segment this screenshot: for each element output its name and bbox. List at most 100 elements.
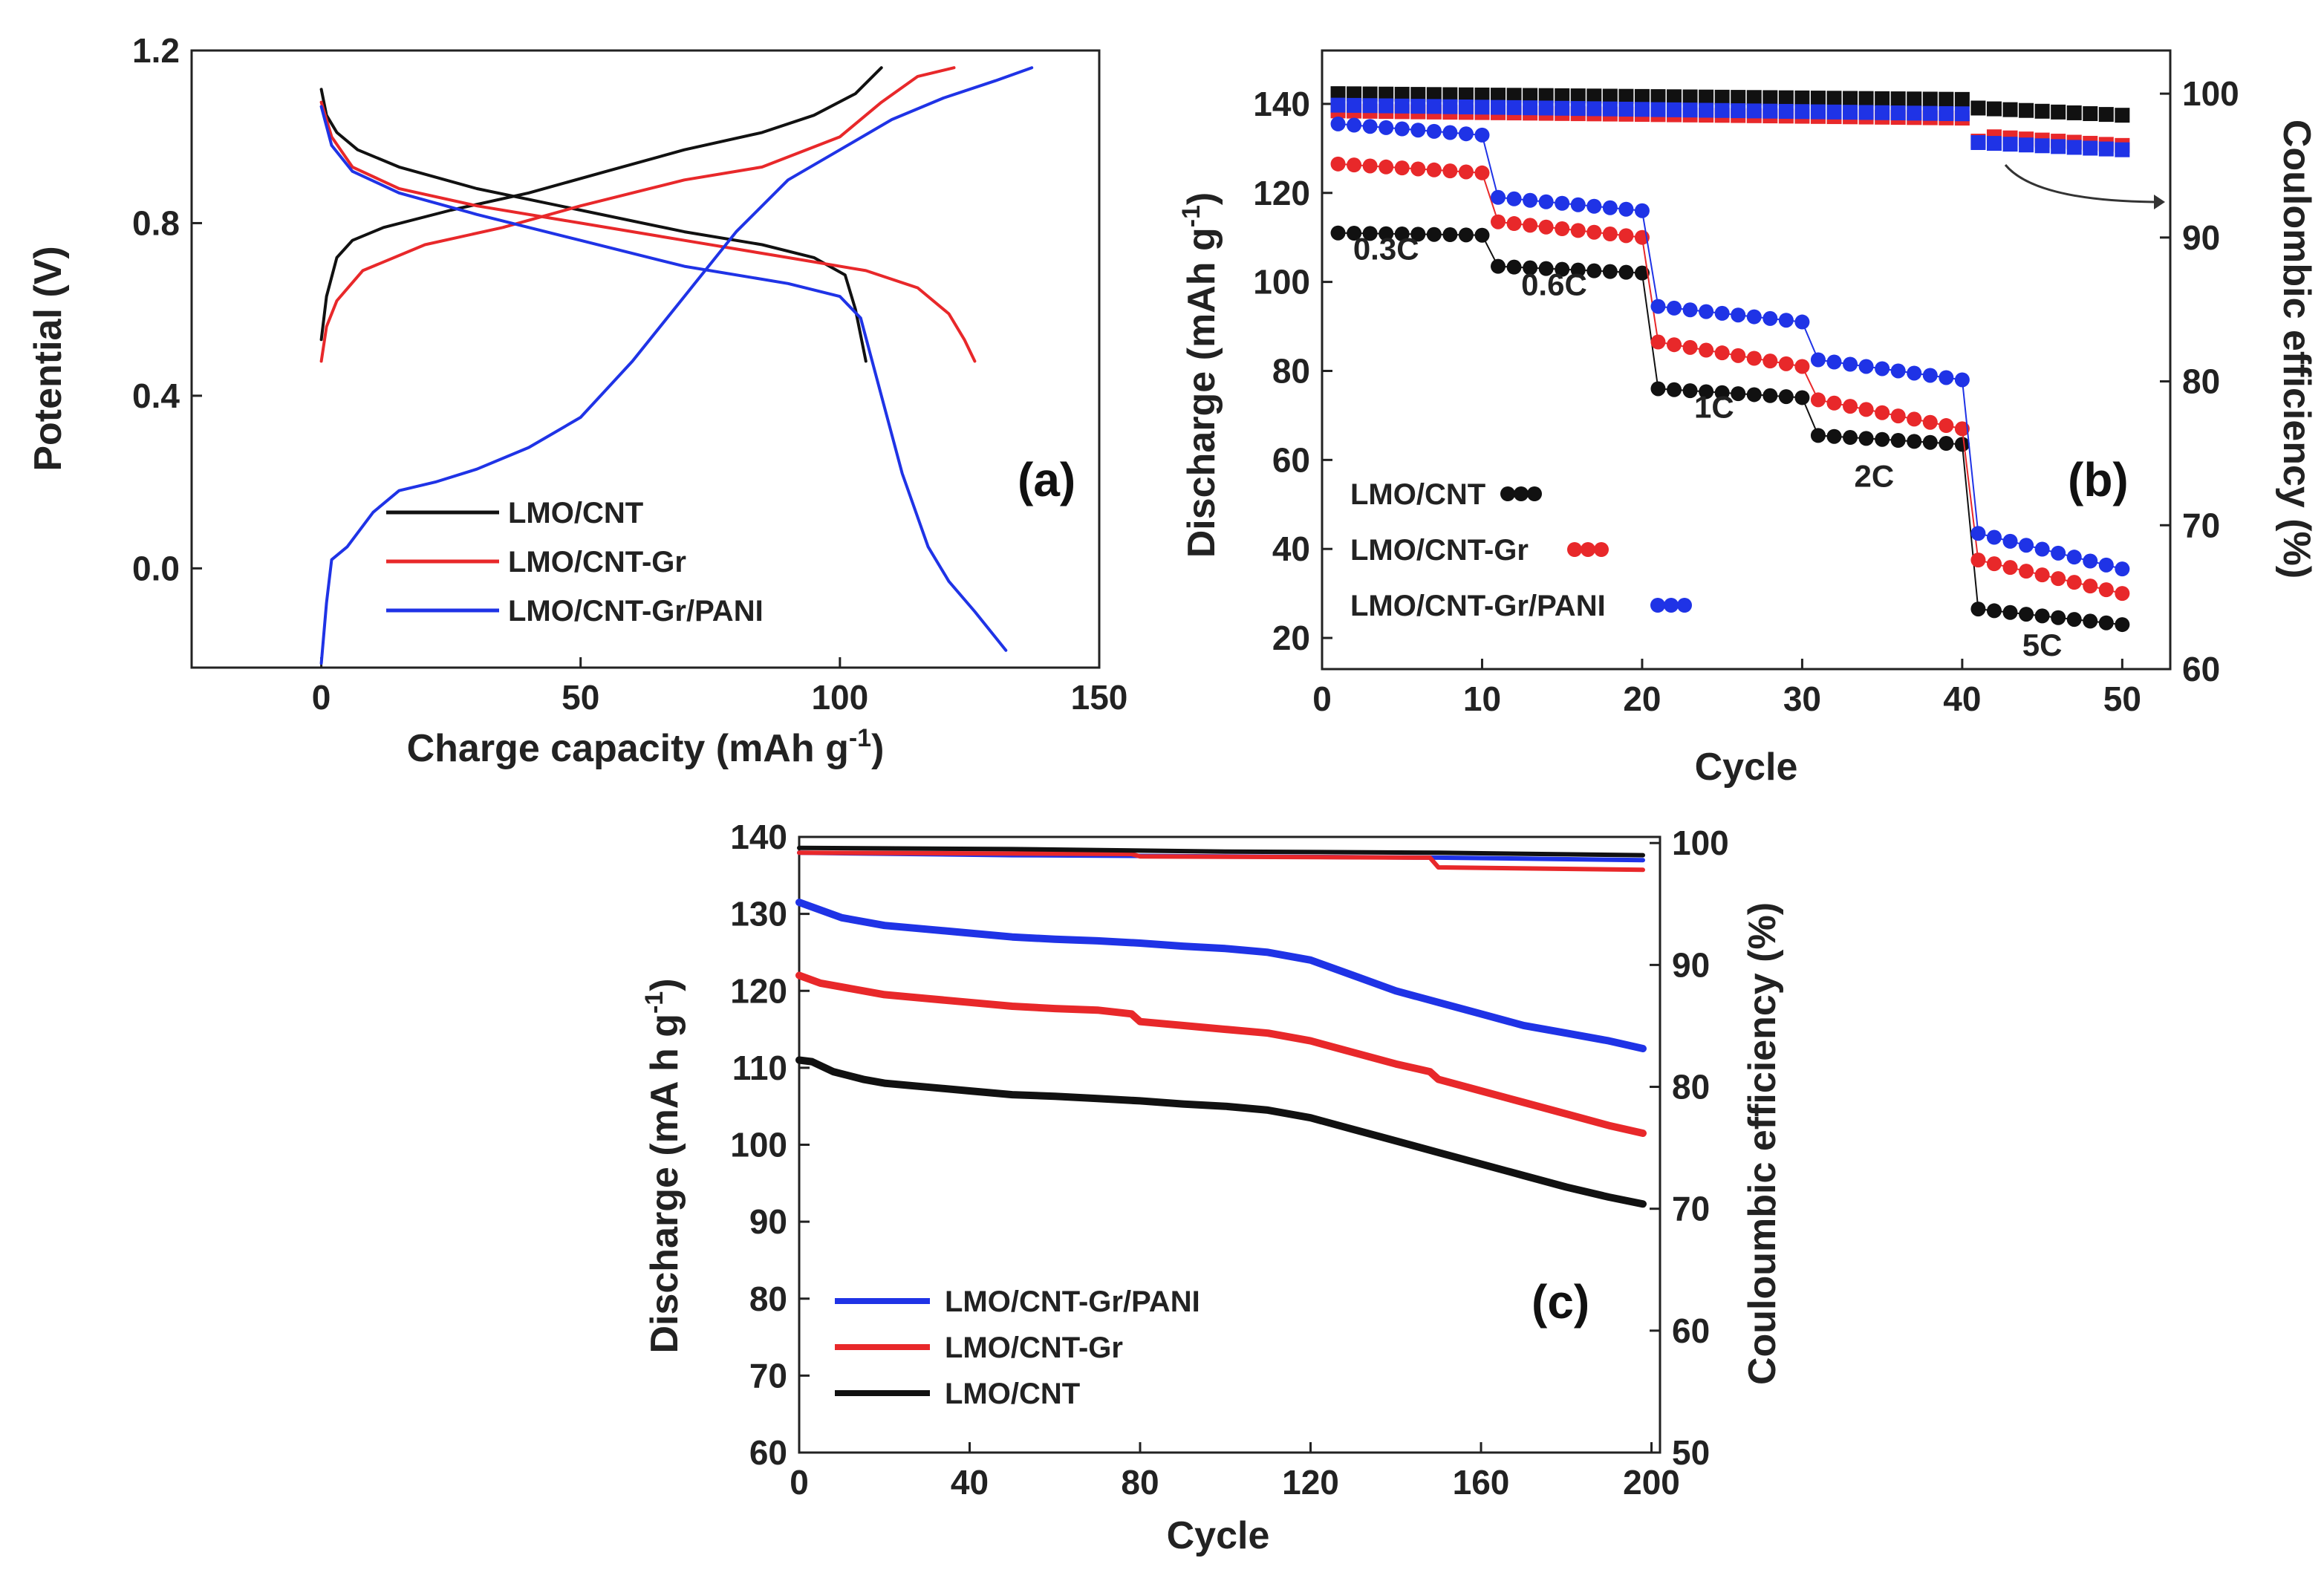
discharge-point (1618, 201, 1634, 217)
legend-label: LMO/CNT (508, 497, 643, 529)
discharge-point (1394, 226, 1410, 242)
efficiency-point (1538, 100, 1554, 116)
discharge-point (1426, 162, 1442, 177)
efficiency-point (2019, 102, 2034, 118)
discharge-point (1538, 219, 1554, 235)
efficiency-point (1330, 86, 1346, 102)
efficiency-point (2066, 105, 2082, 120)
y-tick-label: 0.4 (132, 377, 180, 415)
efficiency-point (1731, 90, 1746, 105)
discharge-point (1602, 200, 1618, 215)
discharge-point (1538, 194, 1554, 209)
panel-b-y-axis-label: Discharge (mAh g-1) (1177, 192, 1223, 558)
x-tick-label: 40 (951, 1463, 989, 1502)
discharge-point (1362, 226, 1378, 241)
discharge-point (1491, 258, 1506, 274)
rate-label: 0.6C (1521, 267, 1587, 302)
x-tick-label: 0 (1312, 679, 1332, 718)
efficiency-point (1347, 97, 1362, 113)
discharge-point (2066, 550, 2082, 565)
discharge-point (2066, 575, 2082, 590)
discharge-line (795, 899, 1647, 1052)
legend-label: LMO/CNT (1350, 478, 1485, 511)
efficiency-point (2115, 142, 2130, 157)
efficiency-point (1523, 88, 1538, 103)
discharge-point (1810, 352, 1826, 368)
discharge-point (1650, 381, 1666, 397)
discharge-point (1699, 384, 1714, 400)
y-tick-label: 100 (1253, 263, 1310, 302)
efficiency-point (2034, 138, 2050, 154)
discharge-point (1826, 395, 1842, 411)
discharge-point (1570, 197, 1586, 212)
efficiency-point (2098, 107, 2114, 123)
discharge-point (1410, 226, 1426, 242)
legend-marker (1677, 598, 1692, 613)
discharge-point (1394, 121, 1410, 137)
discharge-line (795, 1056, 1647, 1208)
efficiency-point (1538, 88, 1554, 103)
discharge-point (1410, 123, 1426, 138)
efficiency-point (1939, 91, 1954, 107)
discharge-point (2002, 533, 2018, 549)
efficiency-point (1570, 88, 1586, 104)
efficiency-point (2066, 140, 2082, 155)
x-tick-label: 80 (1121, 1463, 1159, 1502)
discharge-point (1826, 354, 1842, 370)
discharge-point (1634, 265, 1650, 281)
x-tick-label: 40 (1943, 679, 1981, 718)
legend-label: LMO/CNT-Gr (508, 546, 686, 578)
efficiency-point (1426, 87, 1442, 102)
discharge-point (1506, 259, 1522, 275)
discharge-point (1954, 421, 1970, 437)
discharge-point (1746, 351, 1762, 366)
discharge-point (1491, 214, 1506, 229)
discharge-point (1858, 359, 1874, 374)
discharge-point (1875, 361, 1890, 377)
x-tick-label: 120 (1282, 1463, 1339, 1502)
legend-marker (1650, 598, 1665, 613)
discharge-point (1907, 411, 1922, 427)
efficiency-point (1907, 105, 1922, 121)
efficiency-point (2115, 108, 2130, 123)
discharge-point (1458, 227, 1474, 243)
discharge-point (1523, 218, 1538, 233)
legend-marker (1664, 598, 1679, 613)
efficiency-point (1875, 91, 1890, 106)
efficiency-point (1890, 105, 1906, 121)
discharge-point (1682, 339, 1698, 355)
discharge-point (1362, 119, 1378, 134)
y2-tick-label: 60 (1672, 1311, 1710, 1350)
efficiency-line (797, 845, 1645, 858)
discharge-point (1538, 261, 1554, 276)
discharge-point (2034, 608, 2050, 624)
discharge-point (2066, 612, 2082, 628)
discharge-point (1858, 431, 1874, 446)
y2-tick-label: 100 (1672, 824, 1729, 862)
efficiency-point (1907, 91, 1922, 107)
series-line-discharge (319, 88, 868, 363)
discharge-point (1699, 304, 1714, 319)
efficiency-point (1922, 105, 1938, 121)
efficiency-point (2002, 137, 2018, 152)
efficiency-point (1602, 88, 1618, 104)
discharge-point (1362, 158, 1378, 174)
discharge-point (1330, 156, 1346, 172)
panel-c-legend: LMO/CNT-Gr/PANI LMO/CNT-Gr LMO/CNT (835, 1285, 1200, 1410)
discharge-point (1890, 433, 1906, 449)
efficiency-point (2083, 106, 2098, 122)
discharge-point (1586, 263, 1602, 278)
y-tick-label: 140 (1253, 85, 1310, 123)
rate-label: 5C (2022, 628, 2063, 662)
efficiency-point (1394, 86, 1410, 102)
discharge-point (1523, 260, 1538, 276)
efficiency-point (1586, 101, 1602, 117)
panel-b-y2-axis-label: Coulombic efficiency (%) (2275, 120, 2318, 578)
y-tick-label: 20 (1272, 619, 1310, 657)
y-tick-label: 110 (732, 1049, 787, 1087)
discharge-point (1762, 310, 1778, 326)
discharge-point (2019, 564, 2034, 579)
panel-b-x-axis-label: Cycle (1695, 746, 1798, 789)
discharge-point (1939, 436, 1954, 452)
discharge-point (1714, 385, 1730, 400)
